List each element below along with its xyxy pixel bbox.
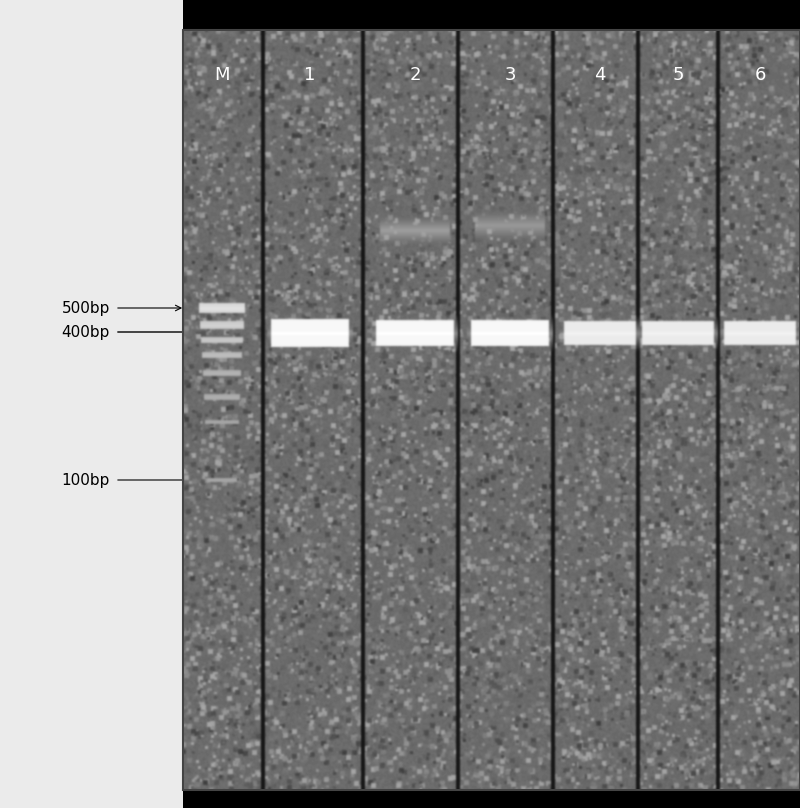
Text: 4: 4 [594,66,606,84]
Bar [183,30,800,790]
Text: 5: 5 [672,66,684,84]
Text: 3: 3 [504,66,516,84]
Text: 6: 6 [754,66,766,84]
Text: M: M [214,66,230,84]
Text: 400bp: 400bp [62,325,110,339]
Text: 100bp: 100bp [62,473,110,487]
Text: 1: 1 [304,66,316,84]
Text: 2: 2 [410,66,421,84]
Text: 500bp: 500bp [62,301,110,315]
